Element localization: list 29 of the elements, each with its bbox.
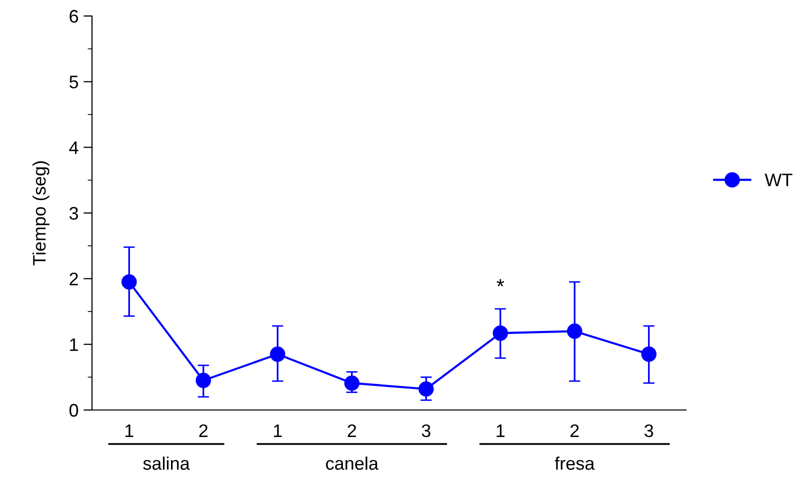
point	[196, 372, 212, 388]
x-tick-label: 1	[274, 424, 282, 437]
y-tick-label: 2	[70, 272, 78, 286]
y-tick-label: 3	[69, 206, 78, 220]
text: canela	[326, 456, 378, 470]
x-tick-label: 1	[496, 424, 505, 437]
x-tick-label: 1	[125, 424, 134, 437]
x-tick-label: 3	[644, 424, 654, 438]
point	[270, 346, 286, 362]
legend-label: WT	[764, 174, 792, 186]
y-tick-label: 5	[69, 76, 78, 88]
text: fresa	[554, 456, 595, 470]
x-tick-label: 2	[570, 424, 579, 437]
y-tick-label: 0	[69, 404, 78, 417]
y-tick-label: 6	[70, 10, 78, 23]
point	[121, 274, 137, 290]
point	[344, 375, 360, 391]
point	[418, 381, 434, 397]
y-axis-title: Tiempo (seg)	[32, 161, 50, 266]
annotation: *	[496, 279, 504, 286]
point	[641, 346, 657, 362]
x-tick-label: 3	[422, 424, 430, 438]
point	[566, 324, 582, 339]
y-tick-label: 4	[69, 141, 78, 154]
x-tick-label: 2	[199, 424, 208, 437]
y-tick-label: 1	[70, 338, 78, 351]
text: salina	[143, 456, 190, 470]
x-tick-label: 2	[348, 424, 356, 437]
point	[492, 326, 508, 341]
